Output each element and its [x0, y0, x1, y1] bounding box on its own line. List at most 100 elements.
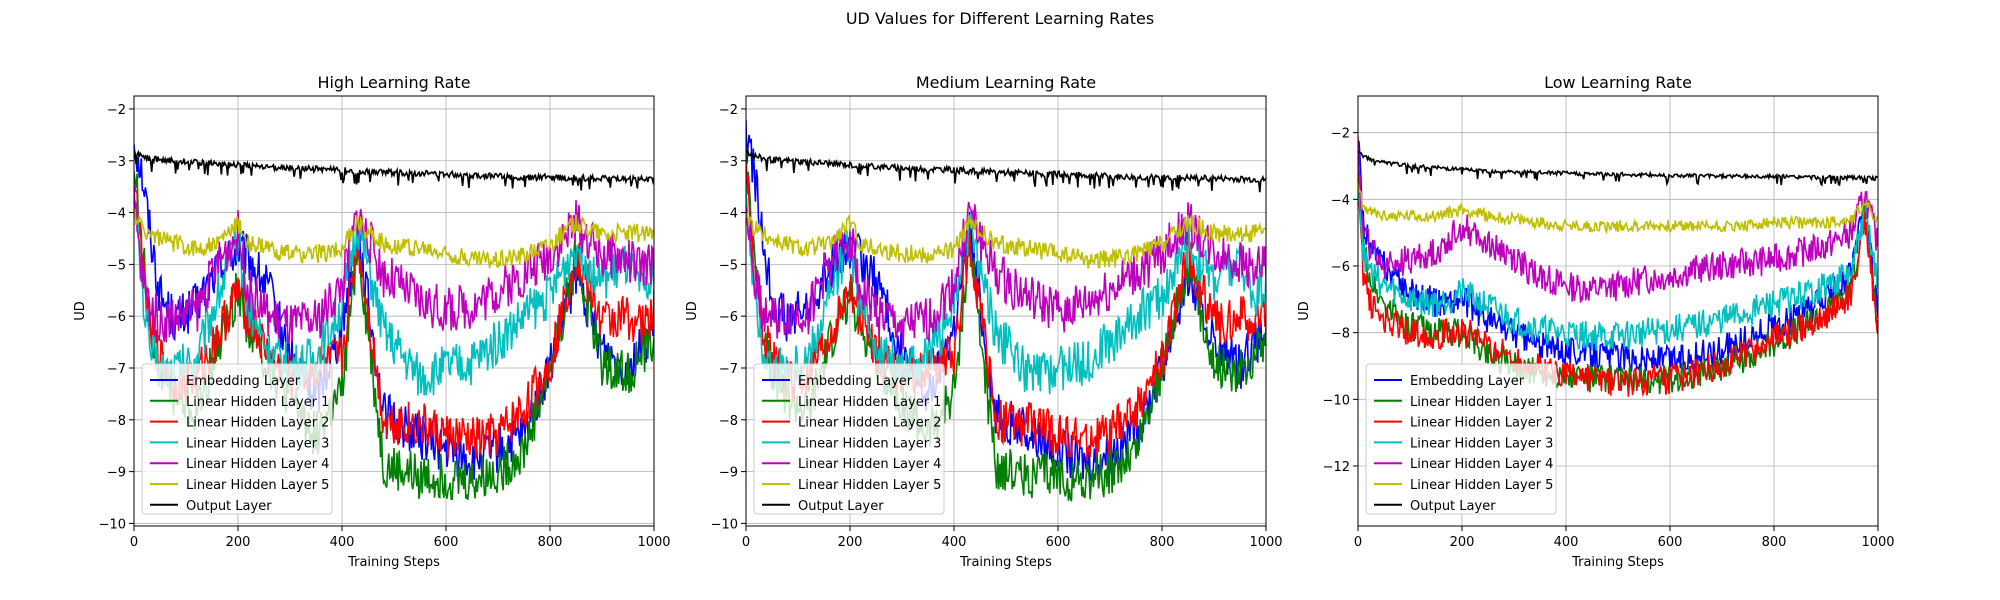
y-tick-label: −2 [1331, 127, 1350, 142]
x-tick-label: 1000 [1249, 535, 1282, 550]
y-axis-label: UD [73, 301, 88, 321]
panel-title: Low Learning Rate [1544, 73, 1692, 92]
y-tick-label: −5 [719, 258, 738, 273]
y-tick-label: −6 [107, 310, 126, 325]
y-tick-label: −4 [1331, 193, 1350, 208]
y-tick-label: −9 [107, 466, 126, 481]
legend-label: Linear Hidden Layer 2 [186, 416, 329, 431]
series-line-output-layer [134, 149, 654, 191]
y-axis-label: UD [1297, 301, 1312, 321]
x-tick-label: 800 [1762, 535, 1787, 550]
legend-label: Linear Hidden Layer 1 [186, 395, 329, 410]
chart-panel-2: 0 200 400 600 800 1000 −10 −9 −8 −7 −6 −5 −4 −3 −2 Medi… [685, 73, 1283, 570]
x-tick-label: 1000 [637, 535, 670, 550]
legend-label: Linear Hidden Layer 3 [186, 436, 329, 451]
series-line-linear-hidden-layer-4 [1358, 136, 1878, 303]
series-line-output-layer [746, 149, 1266, 193]
y-tick-label: −5 [107, 258, 126, 273]
legend-label: Linear Hidden Layer 4 [1410, 457, 1553, 472]
legend-box [753, 363, 945, 515]
x-tick-label: 600 [1046, 535, 1071, 550]
panel-title: Medium Learning Rate [916, 73, 1096, 92]
series-line-linear-hidden-layer-3 [746, 185, 1266, 395]
legend-label: Linear Hidden Layer 3 [798, 436, 941, 451]
x-axis-label: Training Steps [1571, 555, 1664, 570]
x-tick-label: 400 [1554, 535, 1579, 550]
figure-title: UD Values for Different Learning Rates [846, 9, 1154, 28]
x-tick-label: 0 [130, 535, 138, 550]
legend-box [141, 363, 333, 515]
legend-label: Linear Hidden Layer 5 [1410, 478, 1553, 493]
legend-label: Linear Hidden Layer 1 [1410, 395, 1553, 410]
series-line-linear-hidden-layer-2 [746, 163, 1266, 462]
legend: Embedding Layer Linear Hidden Layer 1 Line… [753, 363, 945, 515]
legend-label: Output Layer [186, 499, 272, 514]
x-tick-label: 600 [434, 535, 459, 550]
y-tick-label: −10 [1323, 393, 1350, 408]
x-tick-label: 0 [742, 535, 750, 550]
series-line-linear-hidden-layer-2 [134, 186, 654, 459]
y-tick-label: −8 [719, 414, 738, 429]
y-tick-label: −3 [107, 155, 126, 170]
plot-frame [745, 95, 1267, 527]
legend: Embedding Layer Linear Hidden Layer 1 Line… [141, 363, 333, 515]
y-tick-label: −6 [1331, 260, 1350, 275]
plot-frame [1357, 95, 1879, 527]
series-line-linear-hidden-layer-4 [134, 184, 654, 345]
series-line-output-layer [1358, 150, 1878, 187]
legend: Embedding Layer Linear Hidden Layer 1 Line… [1365, 363, 1557, 515]
legend-label: Linear Hidden Layer 3 [1410, 436, 1553, 451]
series-line-linear-hidden-layer-1 [134, 171, 654, 501]
series-lines [746, 119, 1266, 502]
y-axis-label: UD [685, 301, 700, 321]
y-tick-label: −10 [99, 517, 126, 532]
x-tick-label: 200 [838, 535, 863, 550]
y-tick-label: −8 [1331, 327, 1350, 342]
x-tick-label: 1000 [1861, 535, 1894, 550]
legend-box [1365, 363, 1557, 515]
series-line-linear-hidden-layer-5 [134, 207, 654, 269]
y-tick-label: −8 [107, 414, 126, 429]
legend-label: Embedding Layer [186, 374, 301, 389]
legend-label: Linear Hidden Layer 2 [798, 416, 941, 431]
panel-title: High Learning Rate [317, 73, 470, 92]
legend-label: Linear Hidden Layer 2 [1410, 416, 1553, 431]
y-tick-label: −3 [719, 155, 738, 170]
legend-label: Output Layer [1410, 499, 1496, 514]
plot-frame [133, 95, 655, 527]
y-tick-label: −4 [719, 207, 738, 222]
series-line-linear-hidden-layer-3 [134, 199, 654, 396]
x-tick-label: 600 [1658, 535, 1683, 550]
x-axis-label: Training Steps [959, 555, 1052, 570]
y-tick-label: −2 [107, 103, 126, 118]
y-tick-label: −2 [719, 103, 738, 118]
x-tick-label: 800 [1150, 535, 1175, 550]
legend-label: Linear Hidden Layer 1 [798, 395, 941, 410]
y-tick-label: −7 [719, 362, 738, 377]
x-tick-label: 200 [1450, 535, 1475, 550]
x-axis-label: Training Steps [347, 555, 440, 570]
legend-label: Embedding Layer [1410, 374, 1525, 389]
x-tick-label: 200 [226, 535, 251, 550]
series-lines [1358, 136, 1878, 397]
y-tick-label: −9 [719, 466, 738, 481]
y-tick-label: −4 [107, 207, 126, 222]
chart-panel-3: 0 200 400 600 800 1000 −12 −10 −8 −6 −4 −2 Low Learn… [1297, 73, 1895, 570]
legend-label: Linear Hidden Layer 5 [798, 478, 941, 493]
series-line-linear-hidden-layer-2 [1358, 175, 1878, 397]
chart-panel-1: 0 200 400 600 800 1000 −10 −9 −8 −7 −6 −5 −4 −3 −2 High… [73, 73, 671, 570]
series-line-linear-hidden-layer-3 [1358, 186, 1878, 351]
y-tick-label: −6 [719, 310, 738, 325]
x-tick-label: 400 [330, 535, 355, 550]
series-line-linear-hidden-layer-5 [746, 212, 1266, 269]
x-tick-label: 800 [538, 535, 563, 550]
y-tick-label: −7 [107, 362, 126, 377]
series-line-linear-hidden-layer-5 [1358, 182, 1878, 235]
series-lines [134, 144, 654, 501]
legend-label: Linear Hidden Layer 4 [798, 457, 941, 472]
legend-label: Linear Hidden Layer 5 [186, 478, 329, 493]
y-tick-label: −12 [1323, 460, 1350, 475]
x-tick-label: 400 [942, 535, 967, 550]
y-tick-label: −10 [711, 517, 738, 532]
